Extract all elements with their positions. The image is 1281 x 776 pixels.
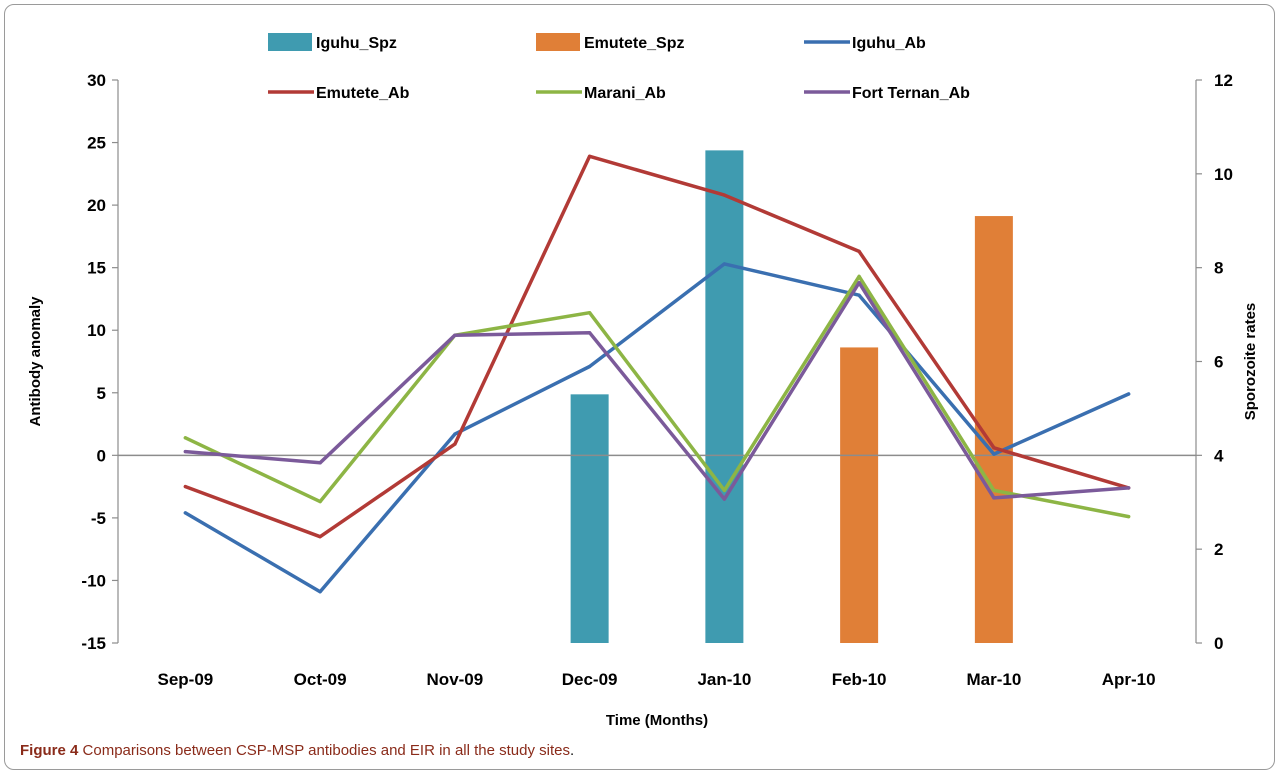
legend-label-iguhu-ab: Iguhu_Ab bbox=[852, 35, 926, 52]
legend-item-fort-ternan-ab: Fort Ternan_Ab bbox=[804, 85, 970, 102]
x-tick-label: Sep-09 bbox=[158, 670, 214, 689]
legend-label-emutete-ab: Emutete_Ab bbox=[316, 85, 410, 102]
point-fort-ternan-ab-nov-09 bbox=[453, 333, 457, 337]
point-emutete-ab-nov-09 bbox=[453, 442, 457, 446]
point-marani-ab-jan-10 bbox=[722, 488, 726, 492]
y2-tick-label: 10 bbox=[1214, 165, 1233, 184]
y-tick-label: 15 bbox=[87, 259, 106, 278]
point-emutete-ab-mar-10 bbox=[992, 446, 996, 450]
x-axis-title: Time (Months) bbox=[606, 712, 708, 729]
point-emutete-ab-dec-09 bbox=[588, 154, 592, 158]
legend-swatch-iguhu-spz bbox=[268, 33, 312, 51]
x-tick-label: Mar-10 bbox=[966, 670, 1021, 689]
point-emutete-ab-sep-09 bbox=[183, 485, 187, 489]
point-iguhu-ab-feb-10 bbox=[857, 293, 861, 297]
line-iguhu-ab bbox=[183, 262, 1131, 594]
line-marani-ab bbox=[183, 274, 1131, 519]
point-fort-ternan-ab-dec-09 bbox=[588, 331, 592, 335]
x-tick-label: Oct-09 bbox=[294, 670, 347, 689]
y-tick-label: -10 bbox=[81, 571, 106, 590]
bar-iguhu-spz-dec-09 bbox=[570, 394, 609, 643]
y2-tick-label: 6 bbox=[1214, 353, 1223, 372]
y-tick-label: 20 bbox=[87, 196, 106, 215]
x-tick-label: Feb-10 bbox=[832, 670, 887, 689]
y2-tick-label: 2 bbox=[1214, 540, 1223, 559]
x-tick-label: Dec-09 bbox=[562, 670, 618, 689]
line-fort-ternan-ab bbox=[183, 280, 1131, 501]
y-tick-label: 25 bbox=[87, 134, 106, 153]
y-tick-label: 10 bbox=[87, 321, 106, 340]
legend: Iguhu_Spz Emutete_Spz Iguhu_Ab Emutete_Ab Ma… bbox=[268, 33, 970, 102]
point-marani-ab-oct-09 bbox=[318, 500, 322, 504]
bar-emutete-spz-feb-10 bbox=[840, 347, 879, 643]
y2-axis-title: Sporozoite rates bbox=[1242, 303, 1259, 421]
point-fort-ternan-ab-sep-09 bbox=[183, 449, 187, 454]
point-emutete-ab-feb-10 bbox=[857, 249, 861, 254]
point-iguhu-ab-mar-10 bbox=[992, 452, 996, 456]
x-tick-label: Jan-10 bbox=[697, 670, 751, 689]
legend-label-marani-ab: Marani_Ab bbox=[584, 85, 666, 102]
lines-layer bbox=[183, 154, 1131, 594]
point-iguhu-ab-sep-09 bbox=[183, 511, 187, 515]
legend-item-emutete-spz: Emutete_Spz bbox=[536, 33, 684, 52]
figure-frame bbox=[4, 4, 1275, 770]
y2-tick-label: 8 bbox=[1214, 259, 1223, 278]
y2-tick-label: 12 bbox=[1214, 71, 1233, 90]
legend-label-emutete-spz: Emutete_Spz bbox=[584, 35, 684, 52]
y-tick-label: -15 bbox=[81, 634, 106, 653]
point-iguhu-ab-oct-09 bbox=[318, 590, 322, 594]
y-tick-label: 5 bbox=[97, 384, 106, 403]
point-iguhu-ab-dec-09 bbox=[588, 364, 592, 369]
legend-label-iguhu-spz: Iguhu_Spz bbox=[316, 35, 397, 52]
figure-caption: Figure 4 Comparisons between CSP-MSP ant… bbox=[20, 742, 575, 759]
point-iguhu-ab-jan-10 bbox=[722, 262, 726, 266]
point-marani-ab-feb-10 bbox=[857, 274, 861, 279]
y2-tick-label: 4 bbox=[1214, 446, 1224, 465]
point-marani-ab-sep-09 bbox=[183, 436, 187, 440]
point-emutete-ab-jan-10 bbox=[722, 193, 726, 197]
legend-item-iguhu-spz: Iguhu_Spz bbox=[268, 33, 397, 52]
point-fort-ternan-ab-apr-10 bbox=[1127, 486, 1131, 490]
point-marani-ab-apr-10 bbox=[1127, 515, 1131, 519]
y-axis-title: Antibody anomaly bbox=[27, 296, 44, 427]
y-tick-label: -5 bbox=[91, 509, 106, 528]
y-tick-label: 0 bbox=[97, 446, 106, 465]
point-fort-ternan-ab-mar-10 bbox=[992, 496, 996, 500]
axes-layer: -15 -10 -5 0 5 10 15 20 25 30 0 2 4 6 8 10 12 Sep-09 Oct-0… bbox=[81, 71, 1233, 689]
point-fort-ternan-ab-oct-09 bbox=[318, 461, 322, 465]
point-emutete-ab-oct-09 bbox=[318, 535, 322, 539]
legend-swatch-emutete-spz bbox=[536, 33, 580, 51]
legend-label-fort-ternan-ab: Fort Ternan_Ab bbox=[852, 85, 970, 102]
x-tick-label: Apr-10 bbox=[1102, 670, 1156, 689]
point-fort-ternan-ab-feb-10 bbox=[857, 281, 861, 285]
legend-item-emutete-ab: Emutete_Ab bbox=[268, 85, 410, 102]
caption-text: Comparisons between CSP-MSP antibodies a… bbox=[78, 742, 570, 759]
legend-item-iguhu-ab: Iguhu_Ab bbox=[804, 35, 926, 52]
caption-label: Figure 4 bbox=[20, 742, 79, 759]
line-emutete-ab bbox=[183, 154, 1131, 539]
legend-item-marani-ab: Marani_Ab bbox=[536, 85, 666, 102]
bar-iguhu-spz-jan-10 bbox=[705, 150, 744, 643]
point-fort-ternan-ab-jan-10 bbox=[722, 497, 726, 501]
y2-tick-label: 0 bbox=[1214, 634, 1223, 653]
point-iguhu-ab-apr-10 bbox=[1127, 392, 1131, 396]
x-tick-label: Nov-09 bbox=[427, 670, 484, 689]
point-marani-ab-dec-09 bbox=[588, 311, 592, 315]
point-marani-ab-mar-10 bbox=[992, 488, 996, 492]
y-tick-label: 30 bbox=[87, 71, 106, 90]
chart-area: -15 -10 -5 0 5 10 15 20 25 30 0 2 4 6 8 10 12 Sep-09 Oct-0… bbox=[27, 33, 1259, 729]
point-iguhu-ab-nov-09 bbox=[453, 432, 457, 436]
bars-layer bbox=[570, 150, 1013, 643]
